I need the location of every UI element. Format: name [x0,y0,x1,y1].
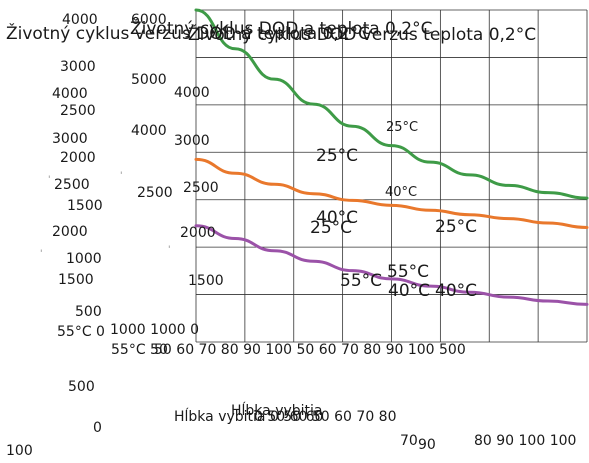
ghost-y-label-inner: 4000 [174,85,210,101]
x-tick-ghost: 90 [418,437,436,453]
ghost-y-label: 100 [6,443,33,459]
ghost-y-label: 2000 [52,224,88,240]
ghost-y-label-inner: 3000 [174,133,210,149]
inline-label: 55°C [340,271,383,291]
ghost-y-label: 55°C 0 [57,324,105,340]
ghost-y-label: 500 [75,304,102,320]
x-tick-ghost: 0 50 60 50 60 70 80 [254,409,397,425]
ghost-y-label-inner: 2500 [183,180,219,196]
ghost-y-label: 1000 [66,251,102,267]
ghost-y-label: 2500 [60,103,96,119]
inline-label: 25°C [316,146,359,166]
inline-label: 25°C [310,218,353,238]
ghost-y-label: 500 [68,379,95,395]
x-tick-ghost: 80 90 100 100 [474,433,577,449]
ghost-y-label-mid: 55°C 50 [111,342,168,358]
ghost-y-label: 3000 [52,131,88,147]
series-line-40c [194,157,589,229]
ghost-y-label-inner: 2000 [180,225,216,241]
x-tick-label: 50 [154,342,172,358]
ghost-y-label: 4000 [52,86,88,102]
x-axis-label: Hĺbka vybitia [231,403,323,419]
ghost-y-label-mid: 6000 [131,12,167,28]
ghost-y-label-mid: 2500 [137,185,173,201]
series-label-40c: 40°C [385,185,418,200]
ghost-y-label: 4000 [62,12,98,28]
stray-mark: ' [120,171,123,181]
series-line-25c [194,8,589,200]
stray-mark: ' [40,249,43,259]
series-label-25c: 25°C [386,120,419,135]
ghost-y-label: 1500 [58,272,94,288]
series-label-55c: 55°C [387,262,430,282]
stray-mark: ' [168,245,171,255]
inline-label: 25°C [435,217,478,237]
ghost-y-label-inner: 1500 [188,273,224,289]
ghost-y-label: 1500 [67,198,103,214]
ghost-y-label: 3000 [60,59,96,75]
x-tick-ghost: 70 [400,433,418,449]
inline-label: 40°C [388,281,431,301]
chart-title-overlap-1: Životný cyklus DOD a teplota 0,2°C [130,19,433,39]
series-line-55c [194,224,589,306]
inline-label: 40°C [435,281,478,301]
x-tick-label-ghost: 60 70 80 90 100 50 60 70 80 90 100 500 [176,342,466,358]
ghost-y-label: 0 [93,420,102,436]
chart-title: Životný cyklus verzus DOD a teplota 0,2°… [6,24,370,44]
inline-label: 40°C [316,208,359,228]
ghost-y-label-mid: 4000 [131,123,167,139]
ghost-y-label-mid: 1000 1000 0 [110,322,200,338]
ghost-y-label-mid: 5000 [131,72,167,88]
chart-title-overlap-2: Životný cyklus DOD verzus teplota 0,2°C [188,25,537,45]
grid-lines [195,9,588,343]
x-tick-row: 50 60 70 80 90 100 50 60 70 80 90 100 50… [154,343,466,357]
ghost-y-label: 2000 [60,150,96,166]
series-lines [194,8,589,306]
stray-mark: ' [48,175,51,185]
x-axis-label-overlap: Hĺbka vybitia 0 50 60 [174,409,324,425]
ghost-y-label: 2500 [54,177,90,193]
